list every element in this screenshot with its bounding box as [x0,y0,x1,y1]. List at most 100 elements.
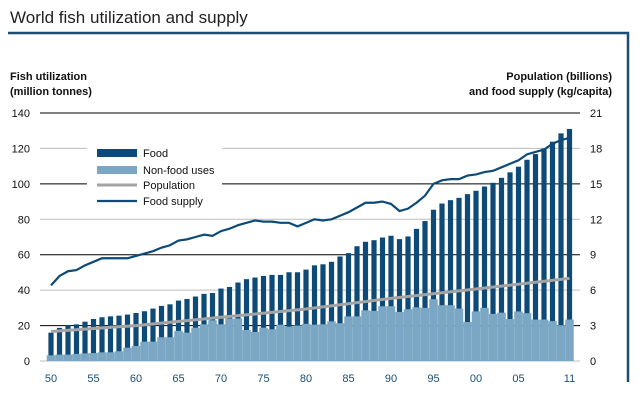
bar-food [48,332,54,361]
bar-food [345,253,352,361]
y-tick-left: 80 [18,214,30,226]
bar-non-food [548,321,557,361]
bar-food [286,272,292,361]
bar-non-food [140,341,149,361]
x-tick: 50 [45,373,57,385]
y-right-label-line1: Population (billions) [506,71,612,83]
bar-non-food [63,354,73,361]
x-tick: 95 [427,373,439,385]
y-tick-left: 120 [12,143,30,155]
bar-non-food [89,353,98,361]
bar-food [320,264,326,361]
bar-non-food [412,307,421,361]
y-tick-right: 9 [590,250,596,262]
x-tick: 60 [130,373,142,385]
x-tick: 90 [385,373,397,385]
y-axis-right-label: Population (billions) and food supply (k… [469,70,612,100]
bar-food [422,221,428,361]
y-tick-right: 18 [590,143,602,155]
bar-food [56,327,63,361]
bar-food [277,274,284,361]
bar-food [269,274,275,361]
bar-non-food [148,341,158,361]
y-right-label-line2: and food supply (kg/capita) [468,86,612,98]
y-tick-right: 6 [590,285,596,297]
bar-non-food [497,312,506,361]
y-tick-left: 100 [12,179,30,191]
x-tick: 65 [172,373,184,385]
bar-non-food [301,323,311,361]
bar-non-food [233,318,243,361]
bar-non-food [191,327,200,361]
bar-food [90,319,97,361]
legend-label: Food supply [143,196,203,208]
bar-non-food [420,307,430,361]
bar-food [532,154,539,361]
bar-non-food [471,311,481,361]
bar-non-food [310,324,319,361]
bar-non-food [531,319,540,361]
bar-food [524,159,530,361]
legend-label: Population [143,180,195,192]
x-tick: 05 [512,373,524,385]
bar-food [405,236,411,361]
y-tick-right: 21 [590,108,602,120]
x-tick: 85 [342,373,354,385]
bar-non-food [80,353,90,361]
bar-non-food [352,316,362,361]
bar-food [328,261,335,361]
y-tick-right: 12 [590,214,602,226]
y-tick-right: 0 [590,356,596,368]
bar-food [243,279,250,361]
bar-non-food [386,306,396,361]
bar-non-food [361,310,370,361]
frame-border [8,31,630,382]
bar-non-food [123,347,132,361]
y-tick-left: 60 [18,250,30,262]
bar-non-food [242,330,251,361]
legend-swatch-food [97,149,137,157]
bar-food [124,314,131,361]
bar-non-food [403,309,413,361]
bar-food [396,239,403,361]
bar-non-food [395,311,404,361]
bar-non-food [182,332,192,361]
bar-food [447,200,454,361]
bar-food [175,300,182,361]
bar-non-food [208,320,217,361]
bar-non-food [165,337,175,361]
bar-non-food [225,318,234,361]
y-tick-left: 40 [18,285,30,297]
bar-food [515,166,522,361]
legend-label: Non-food uses [143,165,215,177]
bar-non-food [335,323,345,361]
bar-non-food [437,305,447,361]
y-tick-left: 20 [18,321,30,333]
bar-non-food [454,308,464,361]
bar-food [549,141,556,361]
bar-food [107,316,114,361]
bar-non-food [284,326,294,361]
bar-food [541,148,547,361]
bar-non-food [344,316,353,361]
bar-food [473,190,479,361]
x-tick: 75 [257,373,269,385]
x-tick: 00 [470,373,482,385]
bar-non-food [114,351,124,361]
bar-food [158,305,165,361]
bar-non-food [267,329,277,361]
bar-non-food [97,352,107,361]
bar-non-food [250,331,260,361]
legend-label: Food [143,148,168,160]
y-tick-right: 3 [590,321,596,333]
y-axis-left-label: Fish utilization (million tonnes) [10,70,92,100]
y-left-label-line1: Fish utilization [10,71,87,83]
bar-food [303,269,309,361]
bar-non-food [216,324,226,361]
bar-food [337,256,343,361]
bar-non-food [199,324,209,361]
bar-non-food [480,307,489,361]
bar-food [566,128,573,361]
bar-non-food [318,324,328,361]
